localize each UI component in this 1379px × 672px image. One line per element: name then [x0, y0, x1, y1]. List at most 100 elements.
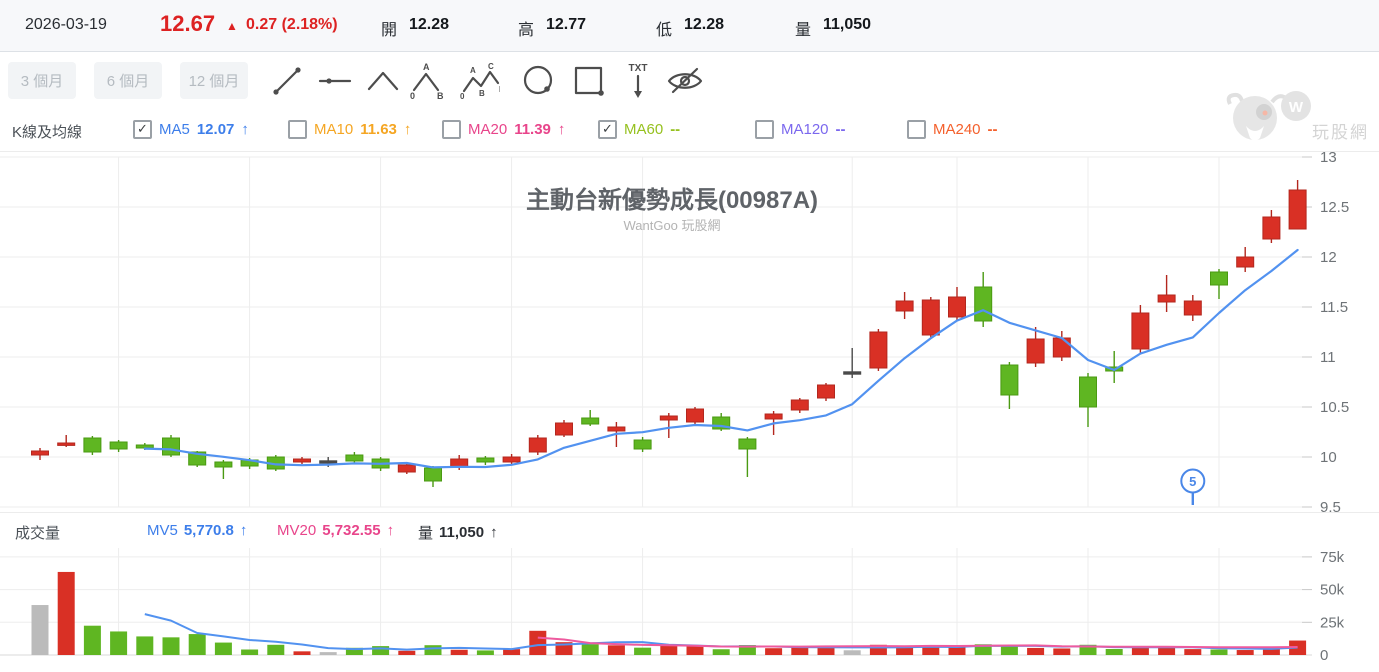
price-chart[interactable]: 13 12.5 12 11.5 11 10.5 10 9.5 主動台新優勢成長(00987A) W… [0, 149, 1379, 516]
price-axis-label: 10 [1320, 449, 1337, 466]
ma120-value: -- [835, 121, 846, 138]
horizontal-line-tool-icon[interactable] [314, 59, 356, 103]
wave-0ab-tool-icon[interactable]: 0 A B [406, 59, 448, 103]
svg-text:TXT: TXT [629, 63, 648, 74]
wantgoo-watermark: W 玩股網 [1224, 90, 1374, 152]
ma10-checkbox[interactable] [288, 120, 307, 139]
candle-body [921, 299, 940, 336]
volume-bar [948, 646, 966, 655]
mv5-up-arrow-icon: ↑ [239, 522, 248, 539]
ma20-up-arrow-icon: ↑ [557, 121, 566, 138]
volume-bar [110, 631, 128, 655]
trend-line-tool-icon[interactable] [266, 59, 308, 103]
volume-bar [974, 644, 992, 655]
volume-bar [607, 645, 625, 655]
volume-bar [869, 644, 887, 655]
up-arrow-icon: ▲ [226, 19, 238, 33]
volume-bar [136, 636, 154, 655]
volume-bar [1079, 644, 1097, 655]
candle-body [397, 464, 416, 473]
candle-body [948, 296, 966, 318]
mv20-label: MV20 [277, 522, 317, 539]
open-value: 12.28 [409, 16, 450, 33]
volume-bar [57, 571, 75, 655]
ma20-checkbox[interactable] [442, 120, 461, 139]
ma240-value: -- [987, 121, 998, 138]
volume-bar [372, 646, 390, 655]
volume-axis-label: 25k [1320, 614, 1345, 631]
quote-date: 2026-03-19 [25, 16, 107, 33]
mv20-line [537, 636, 1298, 649]
period-button-6m[interactable]: 6 個月 [94, 62, 162, 99]
volume-bar [345, 647, 363, 655]
mv20-value: 5,732.55 [322, 522, 381, 539]
low-label: 低 [656, 22, 673, 39]
volume-bar [1184, 649, 1202, 655]
candle-body [633, 439, 652, 450]
text-note-tool-icon[interactable]: TXT [618, 59, 660, 103]
candle-body [502, 456, 521, 463]
volume-bar [214, 642, 232, 655]
hide-drawings-icon[interactable] [664, 59, 706, 103]
ma20-toggle[interactable]: MA20 11.39 ↑ [442, 120, 565, 139]
candle-body [686, 408, 704, 423]
ma20-value: 11.39 [514, 121, 551, 138]
candle-body [1288, 189, 1307, 230]
mv5-value: 5,770.8 [183, 522, 234, 539]
ma240-toggle[interactable]: MA240 -- [907, 120, 998, 139]
volume-now-label: 量 [418, 525, 434, 542]
ellipse-tool-icon[interactable] [518, 59, 560, 103]
quote-header: 2026-03-19 12.67 ▲ 0.27 (2.18%) 開 12.28 … [0, 0, 1379, 52]
bull-logo-icon: W [1226, 91, 1311, 141]
event-marker-label: 5 [1189, 474, 1196, 489]
ma20-label: MA20 [468, 121, 508, 138]
wave-0abcd-tool-icon[interactable]: 0 A B C D [458, 59, 500, 103]
candle-body [1131, 312, 1150, 350]
low-value: 12.28 [684, 16, 725, 33]
svg-text:A: A [470, 66, 476, 75]
ma10-value: 11.63 [360, 121, 397, 138]
high-value: 12.77 [546, 16, 587, 33]
volume-bar [791, 647, 809, 655]
candle-body [345, 454, 364, 462]
ma240-label: MA240 [933, 121, 981, 138]
candle-body [738, 438, 757, 450]
volume-bar [1105, 648, 1123, 655]
price-axis-label: 13 [1320, 152, 1337, 166]
ma120-toggle[interactable]: MA120 -- [755, 120, 846, 139]
ma5-toggle[interactable]: ✓ MA5 12.07 ↑ [133, 120, 249, 139]
chart-title: 主動台新優勢成長(00987A) [526, 186, 818, 214]
angle-line-tool-icon[interactable] [362, 59, 404, 103]
ma5-checkbox[interactable]: ✓ [133, 120, 152, 139]
ma10-up-arrow-icon: ↑ [403, 121, 412, 138]
watermark-text: 玩股網 [1312, 123, 1369, 142]
volume-axis-label: 0 [1320, 647, 1328, 664]
svg-text:W: W [1289, 99, 1304, 116]
ma120-checkbox[interactable] [755, 120, 774, 139]
ma5-value: 12.07 [196, 121, 235, 138]
candle-body [895, 300, 914, 312]
ma240-checkbox[interactable] [907, 120, 926, 139]
candle-body [424, 467, 442, 482]
ma10-label: MA10 [314, 121, 354, 138]
ma5-line [143, 248, 1299, 469]
volume-chart[interactable]: 75k 50k 25k 0 [0, 548, 1379, 667]
period-button-3m[interactable]: 3 個月 [8, 62, 76, 99]
candle-body [476, 457, 495, 463]
volume-bar [1053, 648, 1071, 655]
ma60-checkbox[interactable]: ✓ [598, 120, 617, 139]
candle-body [83, 437, 102, 453]
rectangle-tool-icon[interactable] [568, 59, 610, 103]
ma60-toggle[interactable]: ✓ MA60 -- [598, 120, 680, 139]
open-label: 開 [381, 22, 398, 39]
candle-body [109, 441, 128, 450]
svg-text:B: B [437, 91, 444, 101]
period-button-12m[interactable]: 12 個月 [180, 62, 248, 99]
price-axis-label: 11 [1320, 349, 1336, 366]
volume-bar [424, 645, 442, 655]
candle-body [319, 460, 338, 464]
candle-body [1052, 337, 1071, 358]
volume-bar [1236, 650, 1254, 655]
volume-bar [476, 650, 494, 655]
ma10-toggle[interactable]: MA10 11.63 ↑ [288, 120, 411, 139]
